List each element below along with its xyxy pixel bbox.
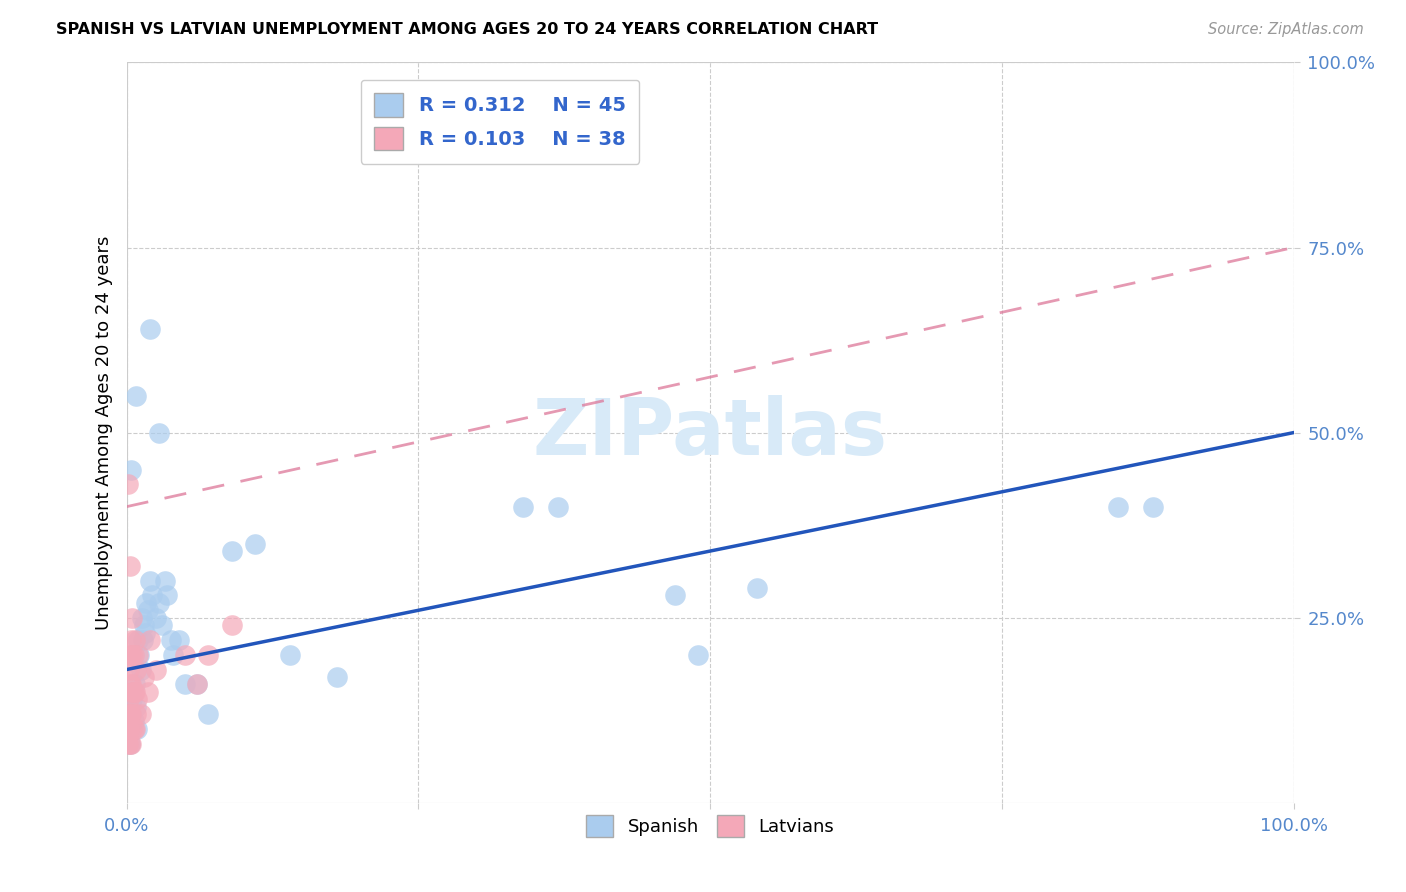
Point	[745, 581, 768, 595]
Point	[174, 648, 197, 662]
Point	[132, 632, 155, 647]
Point	[145, 663, 167, 677]
Point	[121, 610, 143, 624]
Point	[118, 722, 141, 736]
Point	[150, 618, 173, 632]
Point	[141, 589, 163, 603]
Point	[129, 663, 152, 677]
Point	[122, 685, 145, 699]
Text: Source: ZipAtlas.com: Source: ZipAtlas.com	[1208, 22, 1364, 37]
Point	[117, 737, 139, 751]
Point	[547, 500, 569, 514]
Point	[186, 677, 208, 691]
Point	[129, 706, 152, 721]
Point	[118, 648, 141, 662]
Point	[1108, 500, 1130, 514]
Point	[118, 706, 141, 721]
Point	[125, 722, 148, 736]
Point	[118, 663, 141, 677]
Point	[148, 425, 170, 440]
Point	[688, 648, 710, 662]
Point	[278, 648, 301, 662]
Point	[174, 677, 197, 691]
Point	[122, 648, 145, 662]
Point	[118, 722, 141, 736]
Point	[1142, 500, 1164, 514]
Point	[124, 677, 146, 691]
Point	[118, 692, 141, 706]
Y-axis label: Unemployment Among Ages 20 to 24 years: Unemployment Among Ages 20 to 24 years	[94, 235, 112, 630]
Point	[120, 677, 142, 691]
Point	[120, 706, 142, 721]
Point	[122, 714, 145, 729]
Point	[120, 462, 142, 476]
Point	[118, 558, 141, 573]
Point	[121, 722, 143, 736]
Point	[162, 648, 184, 662]
Point	[121, 692, 143, 706]
Point	[125, 699, 148, 714]
Point	[186, 677, 208, 691]
Point	[139, 322, 162, 336]
Point	[139, 574, 162, 588]
Legend: Spanish, Latvians: Spanish, Latvians	[576, 805, 844, 846]
Point	[127, 632, 149, 647]
Point	[197, 706, 219, 721]
Point	[325, 670, 347, 684]
Text: SPANISH VS LATVIAN UNEMPLOYMENT AMONG AGES 20 TO 24 YEARS CORRELATION CHART: SPANISH VS LATVIAN UNEMPLOYMENT AMONG AG…	[56, 22, 879, 37]
Point	[124, 685, 146, 699]
Point	[160, 632, 183, 647]
Point	[132, 670, 155, 684]
Point	[124, 722, 146, 736]
Point	[135, 596, 157, 610]
Point	[221, 618, 243, 632]
Point	[153, 574, 176, 588]
Point	[128, 648, 150, 662]
Point	[118, 737, 141, 751]
Point	[512, 500, 534, 514]
Point	[117, 477, 139, 491]
Point	[121, 648, 143, 662]
Point	[148, 596, 170, 610]
Point	[145, 610, 167, 624]
Point	[243, 536, 266, 550]
Point	[221, 544, 243, 558]
Point	[156, 589, 179, 603]
Point	[118, 677, 141, 691]
Point	[121, 685, 143, 699]
Point	[117, 706, 139, 721]
Point	[118, 737, 141, 751]
Point	[125, 692, 148, 706]
Point	[139, 632, 162, 647]
Point	[125, 388, 148, 402]
Point	[132, 618, 155, 632]
Point	[120, 706, 142, 721]
Point	[134, 625, 156, 640]
Point	[125, 663, 148, 677]
Point	[124, 632, 146, 647]
Point	[127, 648, 149, 662]
Point	[120, 632, 142, 647]
Point	[131, 610, 153, 624]
Text: ZIPatlas: ZIPatlas	[533, 394, 887, 471]
Point	[664, 589, 686, 603]
Point	[136, 685, 159, 699]
Point	[120, 737, 142, 751]
Point	[197, 648, 219, 662]
Point	[125, 706, 148, 721]
Point	[136, 603, 159, 617]
Point	[167, 632, 190, 647]
Point	[122, 722, 145, 736]
